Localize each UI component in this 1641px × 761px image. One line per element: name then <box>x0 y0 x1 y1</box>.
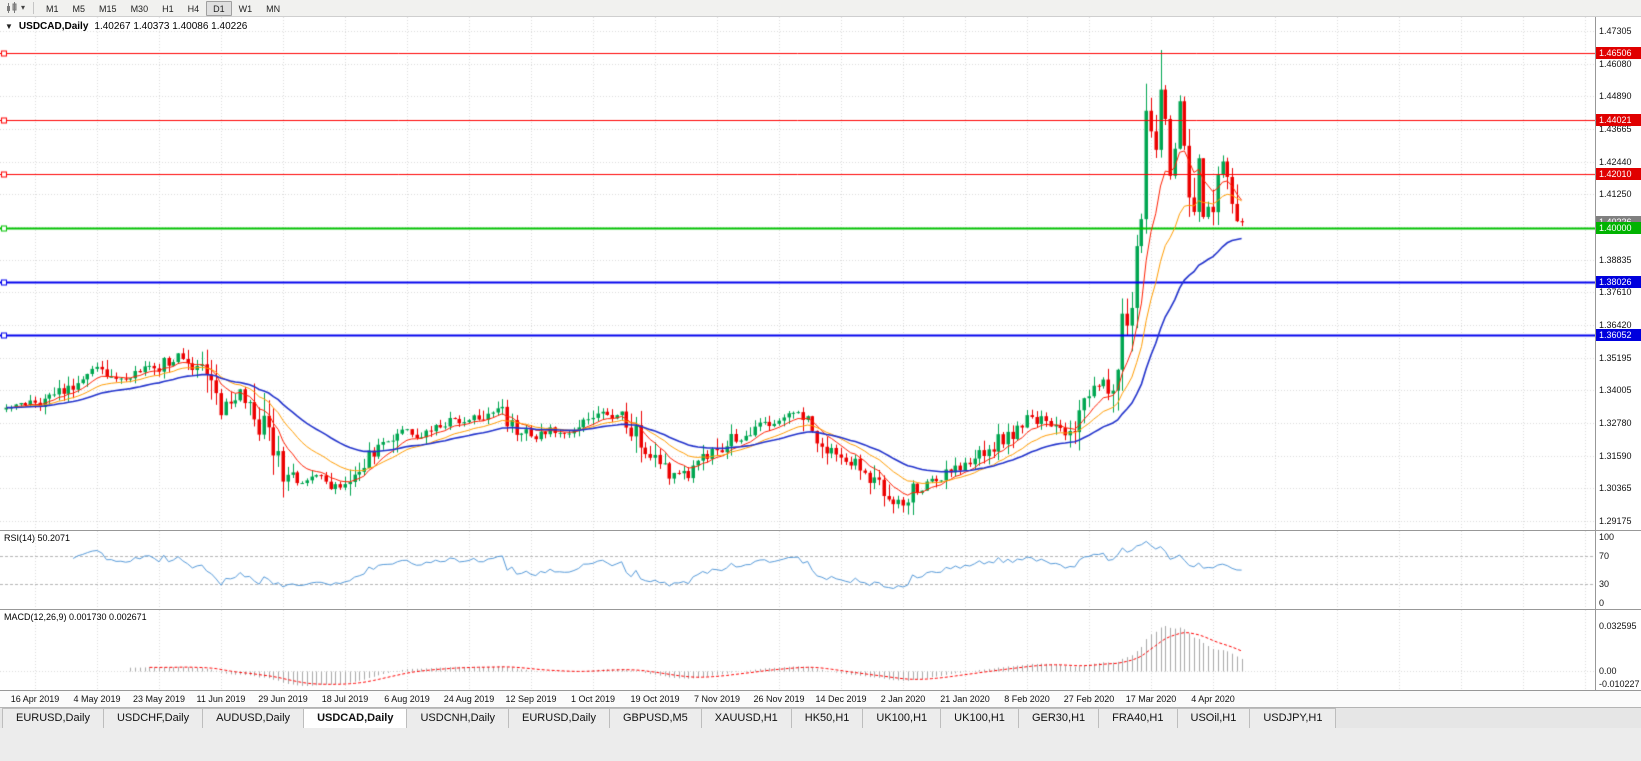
price-label: 1.47305 <box>1599 25 1632 36</box>
tab-audusd-daily[interactable]: AUDUSD,Daily <box>202 708 305 728</box>
timeframe-d1[interactable]: D1 <box>206 0 232 16</box>
time-label: 12 Sep 2019 <box>505 694 557 704</box>
rsi-axis-label: 100 <box>1599 532 1615 542</box>
rsi-axis-label: 70 <box>1599 551 1610 561</box>
toolbar-separator <box>33 2 35 14</box>
chart-symbol-label: USDCAD,Daily <box>18 21 89 32</box>
time-label: 26 Nov 2019 <box>753 694 805 704</box>
price-label: 1.35195 <box>1599 352 1632 363</box>
tab-xauusd-h1[interactable]: XAUUSD,H1 <box>700 708 792 728</box>
macd-axis-label: 0.00 <box>1599 666 1617 677</box>
price-axis[interactable]: 1.47305 1.46080 1.44890 1.43665 1.42440 1.412… <box>1595 17 1641 530</box>
tab-uk100-h1[interactable]: UK100,H1 <box>940 708 1019 728</box>
chart-header: ▼ USDCAD,Daily 1.40267 1.40373 1.40086 1… <box>5 21 247 32</box>
rsi-axis-label: 30 <box>1599 579 1610 589</box>
timeframe-m5[interactable]: M5 <box>72 3 86 14</box>
price-label: 1.36420 <box>1599 319 1632 330</box>
time-label: 27 Feb 2020 <box>1063 694 1115 704</box>
tab-eurusd-daily[interactable]: EURUSD,Daily <box>2 708 104 728</box>
time-label: 2 Jan 2020 <box>880 694 926 704</box>
price-label: 1.29175 <box>1599 516 1632 526</box>
price-badge: 1.46506 <box>1596 46 1641 59</box>
time-label: 19 Oct 2019 <box>630 694 680 704</box>
time-label: 17 Mar 2020 <box>1125 694 1177 704</box>
tab-usdcad-daily[interactable]: USDCAD,Daily <box>303 708 408 728</box>
panel-divider[interactable] <box>0 609 1641 610</box>
price-label: 1.34005 <box>1599 385 1632 396</box>
timeframe-m30[interactable]: M30 <box>130 3 149 14</box>
timeframe-m1[interactable]: M1 <box>46 3 59 14</box>
price-label: 1.43665 <box>1599 123 1632 134</box>
rsi-chart-canvas[interactable] <box>0 531 1595 609</box>
price-label: 1.32780 <box>1599 417 1632 428</box>
tab-gbpusd-m5[interactable]: GBPUSD,M5 <box>609 708 702 728</box>
tab-eurusd-daily[interactable]: EURUSD,Daily <box>508 708 610 728</box>
tab-ger30-h1[interactable]: GER30,H1 <box>1017 708 1100 728</box>
macd-axis-label: -0.010227 <box>1599 679 1640 689</box>
price-label: 1.38835 <box>1599 254 1632 265</box>
timeframe-buttons: M1 M5 M15 M30 H1 H4 D1 W1 MN <box>39 0 287 17</box>
time-label: 18 Jul 2019 <box>321 694 369 704</box>
chart-tabs: EURUSD,Daily USDCHF,Daily AUDUSD,Daily USDC… <box>0 707 1641 728</box>
price-label: 1.42440 <box>1599 156 1632 167</box>
macd-axis-label: 0.032595 <box>1599 621 1637 631</box>
time-label: 8 Feb 2020 <box>1004 694 1050 704</box>
chart-type-button[interactable]: ▾ <box>3 1 28 16</box>
chart-ohlc-values: 1.40267 1.40373 1.40086 1.40226 <box>94 21 248 32</box>
time-axis[interactable]: 16 Apr 2019 4 May 2019 23 May 2019 11 Jun 2… <box>0 690 1641 707</box>
price-badge: 1.42010 <box>1596 168 1641 181</box>
rsi-axis[interactable]: 100 70 30 0 <box>1595 531 1641 609</box>
macd-indicator-label: MACD(12,26,9) 0.001730 0.002671 <box>4 612 147 622</box>
price-label: 1.41250 <box>1599 189 1632 200</box>
panel-divider[interactable] <box>0 530 1641 531</box>
time-label: 21 Jan 2020 <box>940 694 990 704</box>
price-label: 1.46080 <box>1599 58 1632 69</box>
time-label: 4 May 2019 <box>73 694 121 704</box>
tab-usdjpy-h1[interactable]: USDJPY,H1 <box>1249 708 1337 728</box>
timeframe-h1[interactable]: H1 <box>162 3 174 14</box>
macd-chart-canvas[interactable] <box>0 610 1595 690</box>
price-label: 1.30365 <box>1599 483 1632 494</box>
time-label: 16 Apr 2019 <box>10 694 60 704</box>
price-badge: 1.44021 <box>1596 113 1641 126</box>
time-label: 24 Aug 2019 <box>443 694 495 704</box>
timeframe-toolbar: ▾ M1 M5 M15 M30 H1 H4 D1 W1 MN <box>0 0 1641 17</box>
time-label: 29 Jun 2019 <box>258 694 308 704</box>
time-label: 23 May 2019 <box>132 694 186 704</box>
timeframe-w1[interactable]: W1 <box>238 3 253 14</box>
time-label: 4 Apr 2020 <box>1191 694 1235 704</box>
dropdown-arrow-icon: ▾ <box>21 3 26 12</box>
tab-hk50-h1[interactable]: HK50,H1 <box>790 708 864 728</box>
time-label: 7 Nov 2019 <box>693 694 741 704</box>
time-label: 14 Dec 2019 <box>815 694 867 704</box>
time-label: 11 Jun 2019 <box>196 694 246 704</box>
main-chart-panel: ▼ USDCAD,Daily 1.40267 1.40373 1.40086 1… <box>0 17 1641 530</box>
tab-uk100-h1[interactable]: UK100,H1 <box>862 708 942 728</box>
price-label: 1.31590 <box>1599 450 1632 461</box>
candlestick-chart-canvas[interactable] <box>0 17 1595 530</box>
tab-fra40-h1[interactable]: FRA40,H1 <box>1098 708 1178 728</box>
price-label: 1.44890 <box>1599 91 1632 102</box>
price-badge: 1.40000 <box>1596 222 1641 235</box>
time-label: 6 Aug 2019 <box>384 694 430 704</box>
collapse-arrow-icon[interactable]: ▼ <box>5 22 13 31</box>
tab-usoil-h1[interactable]: USOil,H1 <box>1176 708 1251 728</box>
price-label: 1.37610 <box>1599 287 1632 298</box>
rsi-panel: RSI(14) 50.2071 100 70 30 0 <box>0 531 1641 609</box>
tab-usdchf-daily[interactable]: USDCHF,Daily <box>102 708 204 728</box>
macd-panel: MACD(12,26,9) 0.001730 0.002671 0.032595… <box>0 610 1641 690</box>
tab-usdcnh-daily[interactable]: USDCNH,Daily <box>406 708 510 728</box>
macd-axis[interactable]: 0.032595 0.00 -0.010227 <box>1595 610 1641 690</box>
timeframe-m15[interactable]: M15 <box>99 3 117 14</box>
price-badge: 1.36052 <box>1596 329 1641 342</box>
timeframe-h4[interactable]: H4 <box>187 3 200 14</box>
timeframe-mn[interactable]: MN <box>266 3 281 14</box>
candlestick-chart-icon <box>7 2 17 13</box>
time-label: 1 Oct 2019 <box>570 694 616 704</box>
rsi-axis-label: 0 <box>1599 598 1605 608</box>
rsi-indicator-label: RSI(14) 50.2071 <box>4 533 71 543</box>
price-badge: 1.38026 <box>1596 275 1641 288</box>
